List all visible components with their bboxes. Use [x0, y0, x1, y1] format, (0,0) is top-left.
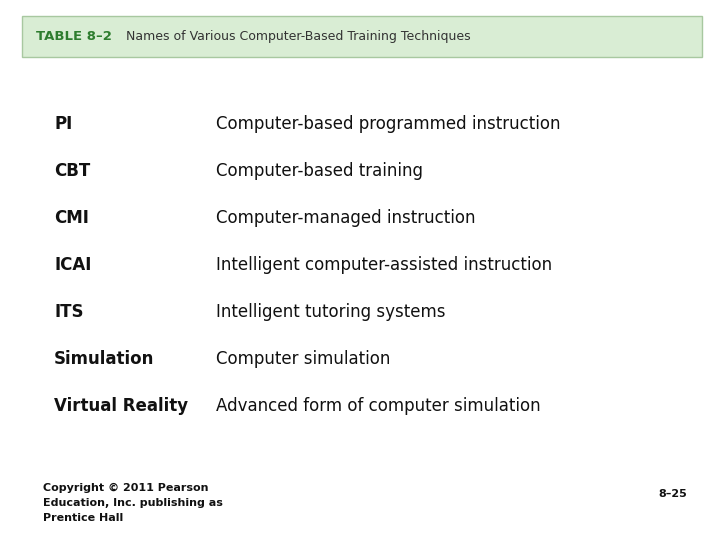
- Text: 8–25: 8–25: [659, 489, 688, 499]
- Text: Intelligent tutoring systems: Intelligent tutoring systems: [216, 303, 446, 321]
- Text: Virtual Reality: Virtual Reality: [54, 397, 188, 415]
- Text: CMI: CMI: [54, 209, 89, 227]
- Text: Computer simulation: Computer simulation: [216, 350, 390, 368]
- Text: PI: PI: [54, 115, 72, 133]
- Text: Advanced form of computer simulation: Advanced form of computer simulation: [216, 397, 541, 415]
- Text: ITS: ITS: [54, 303, 84, 321]
- Text: TABLE 8–2: TABLE 8–2: [36, 30, 112, 43]
- Text: Copyright © 2011 Pearson
Education, Inc. publishing as
Prentice Hall: Copyright © 2011 Pearson Education, Inc.…: [43, 483, 223, 523]
- Text: Intelligent computer-assisted instruction: Intelligent computer-assisted instructio…: [216, 256, 552, 274]
- Text: Names of Various Computer-Based Training Techniques: Names of Various Computer-Based Training…: [126, 30, 471, 43]
- Text: CBT: CBT: [54, 162, 90, 180]
- Text: Computer-managed instruction: Computer-managed instruction: [216, 209, 475, 227]
- Text: Simulation: Simulation: [54, 350, 154, 368]
- Text: ICAI: ICAI: [54, 256, 91, 274]
- Text: Computer-based training: Computer-based training: [216, 162, 423, 180]
- FancyBboxPatch shape: [22, 16, 702, 57]
- Text: Computer-based programmed instruction: Computer-based programmed instruction: [216, 115, 560, 133]
